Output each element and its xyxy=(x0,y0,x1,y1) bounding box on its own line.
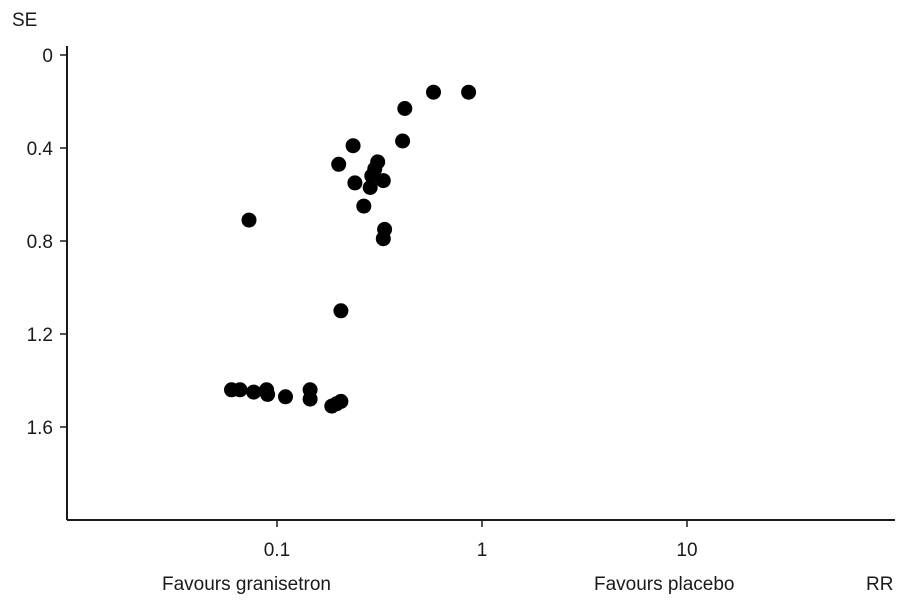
data-point xyxy=(246,384,262,400)
data-point xyxy=(461,84,477,100)
y-ticks: 0 0.4 0.8 1.2 1.6 xyxy=(27,46,67,439)
data-point xyxy=(333,303,349,319)
y-tick-label: 0 xyxy=(42,46,53,67)
x-tick-label: 10 xyxy=(676,540,697,561)
data-point xyxy=(375,231,391,247)
data-point xyxy=(395,133,411,149)
data-point xyxy=(426,84,441,100)
data-point xyxy=(278,389,293,405)
data-point xyxy=(302,391,318,407)
data-point xyxy=(260,386,276,402)
y-tick-label: 0.8 xyxy=(27,232,53,253)
data-point xyxy=(362,180,378,195)
data-point xyxy=(241,212,257,228)
annotation-favours-placebo: Favours placebo xyxy=(594,574,734,595)
data-point xyxy=(356,198,372,214)
data-points xyxy=(224,84,477,414)
data-point xyxy=(347,175,363,191)
x-tick-label: 1 xyxy=(477,540,488,561)
data-point xyxy=(331,156,347,172)
data-point xyxy=(345,138,361,154)
x-ticks: 0.1 1 10 xyxy=(264,520,698,561)
data-point xyxy=(364,168,380,184)
y-tick-label: 0.4 xyxy=(27,139,54,160)
data-point xyxy=(397,101,413,116)
data-point xyxy=(232,382,248,398)
x-tick-label: 0.1 xyxy=(264,540,290,561)
data-point xyxy=(375,173,391,189)
x-axis-title: RR xyxy=(866,574,893,595)
data-point xyxy=(333,393,349,409)
y-tick-label: 1.2 xyxy=(27,325,53,346)
annotation-favours-granisetron: Favours granisetron xyxy=(162,574,331,595)
y-axis-title: SE xyxy=(12,10,37,31)
y-tick-label: 1.6 xyxy=(27,418,53,439)
